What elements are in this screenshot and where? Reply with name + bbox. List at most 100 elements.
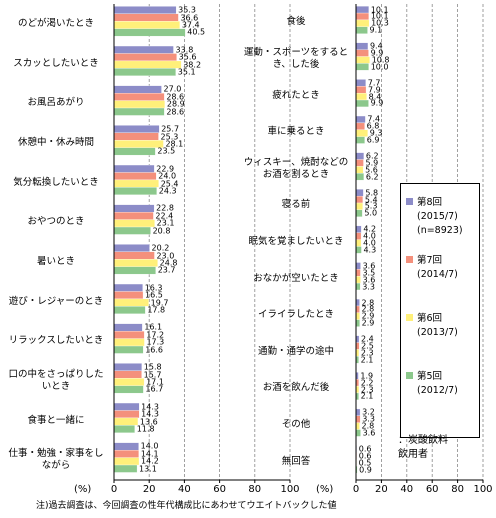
- bar: [113, 417, 139, 426]
- data-label: 28.1: [165, 139, 184, 149]
- bar: [113, 425, 135, 433]
- data-label: 3.3: [362, 282, 375, 292]
- category-label: 食後: [286, 16, 306, 28]
- data-label: 2.3: [360, 348, 374, 358]
- x-tick-label: 40: [400, 484, 414, 495]
- bar: [113, 93, 165, 101]
- data-label: 5.6: [365, 165, 378, 175]
- bar: [113, 331, 145, 339]
- bar: [113, 21, 180, 29]
- bar: [355, 56, 370, 64]
- category-label: 仕事・勉強・家事をし ながら: [8, 448, 104, 472]
- bar: [355, 63, 369, 71]
- data-label: 10.3: [371, 18, 389, 28]
- bar: [113, 457, 140, 466]
- data-label: 23.7: [157, 265, 176, 275]
- bar: [355, 26, 368, 34]
- legend-label: 第8回 (2015/7) (n=8923): [417, 197, 463, 236]
- data-label: 1.9: [360, 371, 374, 381]
- category-label: 口の中をさっぱりした いとき: [8, 368, 104, 392]
- data-label: 14.3: [141, 409, 159, 419]
- data-label: 27.0: [163, 84, 182, 94]
- x-tick-label: 80: [451, 484, 464, 495]
- bar: [113, 244, 150, 252]
- data-label: 3.3: [362, 414, 375, 424]
- bar: [113, 164, 155, 173]
- data-label: 14.1: [140, 449, 159, 459]
- bar: [355, 239, 362, 247]
- data-label: 9.4: [369, 41, 383, 51]
- data-label: 23.0: [156, 251, 175, 261]
- legend-swatch: [406, 314, 413, 321]
- bar: [113, 385, 144, 394]
- bar: [113, 28, 186, 37]
- data-label: 0.9: [359, 465, 372, 475]
- data-label: 14.3: [141, 402, 159, 412]
- bar: [113, 259, 158, 267]
- data-label: 33.8: [175, 45, 194, 55]
- data-label: 2.2: [360, 378, 374, 388]
- data-label: 7.7: [367, 78, 381, 88]
- data-label: 2.1: [360, 391, 374, 401]
- bar: [355, 246, 362, 254]
- bar: [355, 195, 364, 204]
- data-label: 14.0: [140, 441, 159, 451]
- data-label: 2.9: [361, 318, 375, 328]
- category-label: 無回答: [281, 455, 311, 467]
- bar: [355, 136, 365, 144]
- bar: [113, 345, 144, 354]
- data-label: 37.4: [181, 20, 200, 30]
- bar: [355, 159, 364, 167]
- data-label: 2.8: [361, 304, 375, 314]
- data-label: 10.8: [371, 55, 390, 65]
- category-label: スカッとしたいとき: [13, 57, 99, 69]
- data-label: 4.2: [363, 224, 377, 234]
- data-label: 5.8: [365, 188, 379, 198]
- legend-label: 第6回 (2013/7): [417, 313, 458, 338]
- data-label: 17.3: [146, 337, 165, 347]
- category-label: 眠気を覚ましたいとき: [248, 236, 344, 247]
- bar: [113, 13, 179, 22]
- data-label: 7.9: [368, 85, 381, 95]
- data-label: 3.6: [362, 261, 376, 271]
- data-label: 16.7: [145, 384, 164, 394]
- data-label: 6.2: [365, 172, 379, 182]
- data-label: 20.8: [152, 226, 171, 236]
- data-label: 22.4: [155, 211, 174, 221]
- data-label: 36.6: [180, 13, 199, 23]
- bar: [355, 99, 369, 108]
- data-label: 2.5: [361, 341, 374, 351]
- bar: [113, 60, 182, 69]
- data-label: 25.4: [160, 179, 179, 189]
- data-label: 8.4: [368, 92, 382, 102]
- bar: [113, 68, 176, 76]
- bar: [113, 291, 144, 300]
- data-label: 6.9: [366, 135, 380, 145]
- x-tick-label: 0: [110, 484, 118, 495]
- bar: [355, 305, 360, 314]
- bar: [355, 152, 365, 160]
- bar: [355, 269, 361, 277]
- data-label: 16.5: [145, 290, 163, 300]
- data-label: 5.4: [364, 195, 378, 205]
- data-label: 5.0: [364, 208, 378, 218]
- bar: [355, 202, 363, 211]
- data-label: 38.2: [183, 60, 202, 70]
- data-label: 3.6: [362, 428, 376, 438]
- category-label: おなかが空いたとき: [253, 272, 339, 284]
- data-label: 4.0: [363, 238, 376, 248]
- bar: [355, 122, 365, 130]
- bar: [355, 49, 369, 57]
- category-label: 通勤・通学の途中: [257, 345, 334, 357]
- bar: [113, 85, 162, 94]
- data-label: 24.3: [158, 186, 177, 196]
- data-label: 13.6: [139, 417, 158, 427]
- data-label: 3.2: [362, 407, 375, 417]
- bar: [355, 42, 369, 50]
- x-axis-label: (%): [316, 484, 334, 495]
- data-label: 7.4: [367, 114, 381, 124]
- bar: [355, 225, 362, 233]
- category-label: ウィスキー、焼酎などの お酒を割るとき: [243, 156, 349, 180]
- note: 注)過去調査は、今回調査の性年代構成比にあわせてウエイトバックした値: [36, 501, 337, 511]
